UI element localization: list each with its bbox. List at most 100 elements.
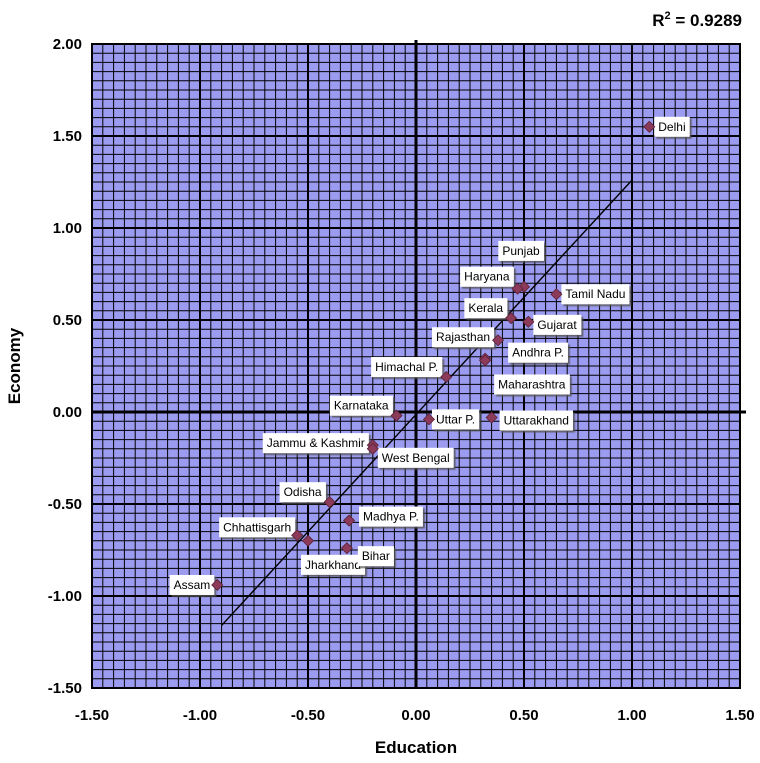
point-label-text: Haryana [464, 270, 510, 284]
point-label: Assam [169, 574, 215, 595]
data-point [291, 529, 304, 542]
point-label-text: Tamil Nadu [565, 287, 625, 301]
y-tick-label: 0.00 [53, 404, 82, 421]
x-tick-label: -0.50 [291, 707, 325, 724]
r-squared-annotation: R2 = 0.9289 [652, 10, 742, 30]
y-tick-label: -0.50 [48, 496, 82, 513]
data-point [504, 312, 518, 325]
point-label-box [533, 314, 582, 335]
point-label: Punjab [498, 240, 545, 261]
point-label: West Bengal [377, 447, 454, 468]
point-label-text: Chhattisgarh [223, 520, 291, 534]
point-label-box [498, 240, 545, 261]
point-label-box [357, 546, 394, 567]
x-tick-label: 1.50 [725, 707, 754, 724]
point-label-text: Maharashtra [498, 377, 566, 391]
data-point [390, 409, 403, 422]
point-label-box [464, 298, 508, 319]
point-label-text: Delhi [658, 120, 685, 134]
data-point [485, 411, 498, 424]
point-label: Delhi [654, 116, 690, 137]
point-label: Odisha [279, 482, 326, 503]
point-label-box [508, 342, 568, 363]
y-tick-label: 2.00 [53, 36, 82, 53]
x-tick-label: 1.00 [617, 707, 646, 724]
point-label-box [279, 482, 326, 503]
point-label-box [300, 554, 366, 575]
y-tick-label: 1.00 [53, 220, 82, 237]
y-tick-labels: 2.00 1.50 1.00 0.50 0.00 -0.50 -1.00 -1.50 [48, 36, 82, 697]
point-label-text: Assam [174, 578, 211, 592]
point-label-box [377, 447, 454, 468]
point-label-box [494, 374, 570, 395]
point-label-text: Odisha [284, 485, 322, 499]
point-label: Gujarat [533, 314, 582, 335]
point-labels: Delhi Punjab Haryana Tamil Nadu Kerala Gujara… [169, 116, 690, 595]
point-label-box [460, 266, 514, 287]
x-tick-label: 0.00 [401, 707, 430, 724]
point-label-text: Andhra P. [512, 346, 564, 360]
point-label-text: West Bengal [382, 451, 450, 465]
point-label: Jharkhand [300, 554, 366, 575]
data-point [340, 542, 353, 555]
point-label: Jammu & Kashmir [262, 433, 369, 454]
x-axis-title: Education [375, 738, 457, 757]
point-label-box [431, 409, 480, 430]
point-label: Tamil Nadu [561, 284, 630, 305]
point-label-text: Bihar [362, 549, 390, 563]
point-label: Uttarakhand [499, 410, 573, 431]
point-label-box [262, 433, 369, 454]
data-point [440, 370, 453, 384]
point-label: Rajasthan [432, 327, 495, 348]
point-label: Haryana [460, 266, 514, 287]
point-label-box [359, 506, 423, 527]
data-points [211, 120, 656, 592]
data-point [211, 578, 224, 592]
point-label-box [329, 395, 393, 416]
point-label-text: Uttar P. [436, 412, 475, 426]
point-label-text: Punjab [502, 244, 540, 258]
y-tick-label: -1.00 [48, 588, 82, 605]
point-label-box [219, 517, 296, 538]
point-label: Kerala [464, 298, 508, 319]
y-axis-title: Economy [5, 327, 24, 404]
x-tick-labels: -1.50 -1.00 -0.50 0.00 0.50 1.00 1.50 [75, 707, 755, 724]
data-point [522, 315, 535, 328]
point-label: Maharashtra [494, 374, 570, 395]
data-point [323, 496, 336, 509]
point-label-box [169, 574, 215, 595]
point-label-text: Jammu & Kashmir [267, 436, 365, 450]
x-tick-label: -1.00 [183, 707, 217, 724]
x-tick-label: -1.50 [75, 707, 109, 724]
point-label-box [561, 284, 630, 305]
data-point [511, 282, 524, 295]
point-label: Bihar [357, 546, 394, 567]
y-tick-label: 0.50 [53, 312, 82, 329]
data-point [492, 334, 505, 347]
point-label-box [499, 410, 573, 431]
data-point [643, 120, 656, 133]
trendline [221, 179, 633, 626]
point-label: Chhattisgarh [219, 517, 296, 538]
point-label-text: Jharkhand [305, 558, 361, 572]
point-label: Madhya P. [359, 506, 423, 527]
data-point [301, 534, 315, 547]
point-label-text: Kerala [468, 301, 503, 315]
data-point [479, 354, 492, 367]
point-label-text: Uttarakhand [504, 414, 569, 428]
x-tick-label: 0.50 [509, 707, 538, 724]
point-label-box [654, 116, 690, 137]
y-tick-label: -1.50 [48, 680, 82, 697]
point-label-text: Madhya P. [363, 510, 419, 524]
point-label-text: Rajasthan [436, 330, 490, 344]
point-label-text: Karnataka [334, 399, 389, 413]
data-point [550, 288, 563, 301]
data-point [342, 514, 356, 527]
point-label-box [432, 327, 495, 348]
data-point [366, 442, 379, 455]
point-label-box [371, 357, 443, 378]
point-label-text: Gujarat [537, 318, 577, 332]
point-label: Uttar P. [431, 409, 480, 430]
point-label: Karnataka [329, 395, 393, 416]
